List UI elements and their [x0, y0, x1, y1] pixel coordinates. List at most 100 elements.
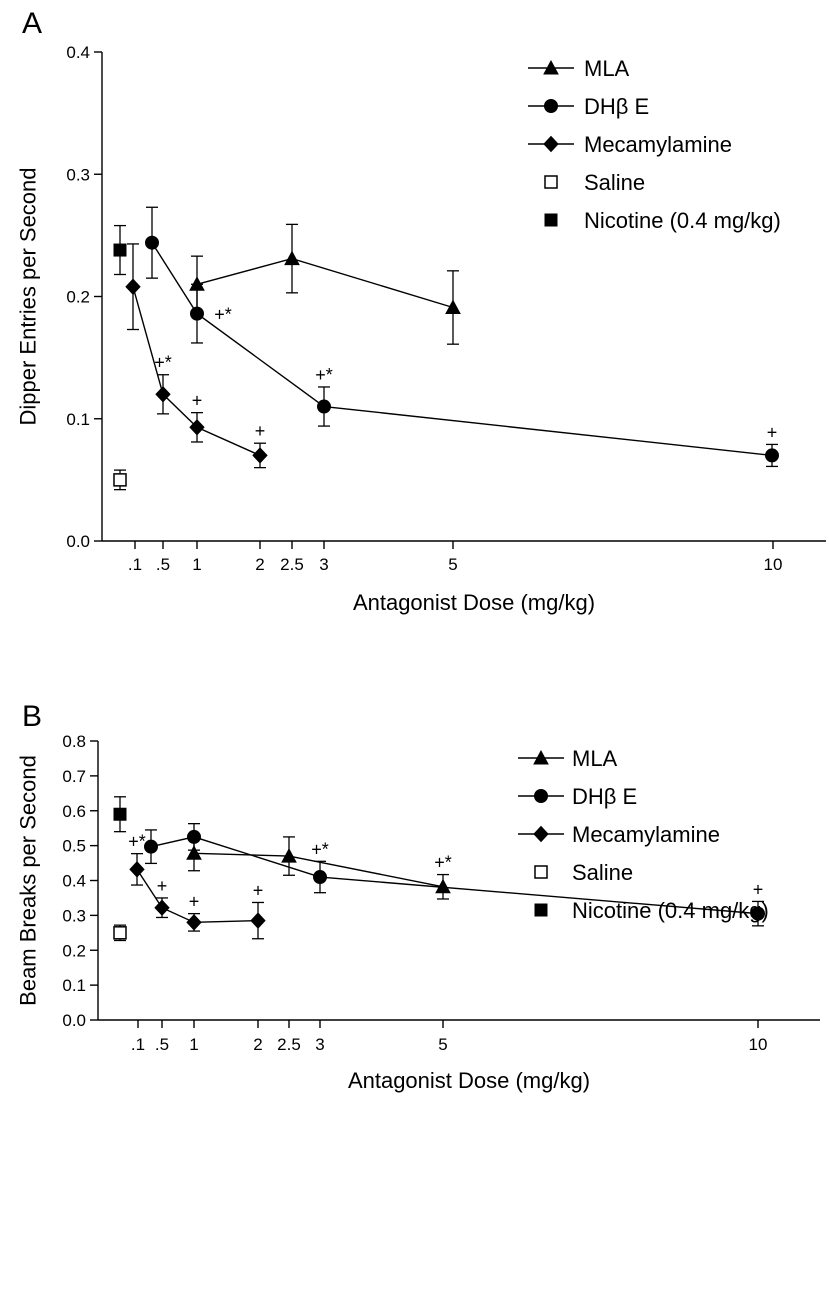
legend-label: DHβ E — [584, 94, 649, 119]
legend-label: Nicotine (0.4 mg/kg) — [572, 898, 769, 923]
data-point — [435, 878, 451, 894]
data-point — [317, 399, 331, 414]
data-point — [189, 419, 205, 436]
legend-label: Nicotine (0.4 mg/kg) — [584, 208, 781, 233]
significance-annotation: + — [767, 422, 778, 442]
y-tick-label: 0.8 — [62, 732, 86, 751]
significance-annotation: + — [192, 391, 203, 411]
data-point — [250, 912, 266, 929]
y-tick-label: 0.4 — [62, 872, 86, 891]
significance-annotation: + — [253, 880, 264, 900]
data-point — [144, 839, 158, 854]
series-circle — [145, 206, 779, 468]
chart-panel-a: A 0.0 0.1 0.2 0.3 0.4 .1 .5 1 2 2.5 3 5 10 Antagonist … — [16, 7, 826, 615]
data-point — [113, 926, 127, 940]
legend-marker — [544, 213, 558, 227]
x-tick-label: 2.5 — [277, 1035, 301, 1054]
y-axis-title: Beam Breaks per Second — [16, 755, 41, 1006]
x-tick-label: 10 — [749, 1035, 768, 1054]
data-point — [252, 447, 268, 464]
significance-annotation: +* — [154, 353, 172, 373]
legend-label: MLA — [572, 746, 618, 771]
data-point — [145, 235, 159, 250]
y-tick-label: 0.0 — [62, 1011, 86, 1030]
y-tick-label: 0.3 — [66, 165, 90, 184]
series-line — [150, 836, 759, 915]
data-point — [187, 829, 201, 844]
series-diamond — [129, 852, 266, 940]
legend-label: MLA — [584, 56, 630, 81]
x-tick-label: 1 — [192, 555, 201, 574]
x-tick-label: 10 — [764, 555, 783, 574]
chart-panel-b: B 0.0 0.1 0.2 0.3 0.4 0.5 0.6 0.7 0.8 .1 .5 1 2 2.5 3 5 1… — [16, 700, 820, 1093]
data-point — [313, 870, 327, 885]
significance-annotation: +* — [315, 365, 333, 385]
y-tick-label: 0.4 — [66, 43, 90, 62]
data-point — [129, 861, 145, 878]
legend-marker — [534, 789, 548, 803]
y-tick-label: 0.2 — [62, 941, 86, 960]
legend-marker — [534, 903, 548, 917]
y-tick-label: 0.0 — [66, 532, 90, 551]
series-triangle — [189, 223, 461, 345]
data-point — [751, 906, 765, 921]
significance-annotation: +* — [128, 832, 146, 852]
significance-annotation: + — [753, 879, 764, 899]
legend-marker — [544, 175, 558, 189]
y-tick-label: 0.1 — [62, 976, 86, 995]
x-tick-label: 2 — [255, 555, 264, 574]
significance-annotation: +* — [311, 839, 329, 859]
x-tick-label: 5 — [448, 555, 457, 574]
series-circle — [144, 823, 765, 927]
data-point — [284, 250, 300, 266]
x-axis-title: Antagonist Dose (mg/kg) — [348, 1068, 590, 1093]
legend-marker — [544, 99, 558, 113]
series-line — [132, 286, 261, 457]
data-point — [445, 299, 461, 315]
data-point — [113, 243, 127, 257]
data-point — [186, 914, 202, 931]
legend-marker — [534, 865, 548, 879]
legend-label: Saline — [584, 170, 645, 195]
series-line — [136, 868, 259, 924]
significance-annotation: + — [255, 421, 266, 441]
legend-marker — [543, 135, 559, 153]
panel-letter: A — [22, 7, 42, 40]
x-tick-label: 3 — [319, 555, 328, 574]
data-point — [125, 278, 141, 295]
y-tick-label: 0.1 — [66, 410, 90, 429]
series-line — [196, 257, 454, 309]
series-line — [151, 242, 773, 457]
legend-label: Mecamylamine — [584, 132, 732, 157]
series-open-square — [113, 469, 127, 491]
x-tick-label: .5 — [155, 1035, 169, 1054]
y-tick-label: 0.6 — [62, 802, 86, 821]
significance-annotation: + — [189, 892, 200, 912]
significance-annotation: + — [157, 876, 168, 896]
data-point — [765, 448, 779, 463]
data-point — [113, 473, 127, 487]
series-filled-square — [113, 224, 127, 276]
series-open-square — [113, 924, 127, 942]
x-tick-label: .1 — [131, 1035, 145, 1054]
series-filled-square — [113, 796, 127, 833]
significance-annotation: +* — [214, 305, 232, 325]
x-tick-label: 1 — [189, 1035, 198, 1054]
data-point — [155, 386, 171, 403]
data-point — [186, 845, 202, 860]
legend: MLA DHβ E Mecamylamine Saline Nicotine (0.4 … — [528, 56, 781, 233]
y-tick-label: 0.7 — [62, 767, 86, 786]
y-tick-label: 0.5 — [62, 837, 86, 856]
legend-marker — [533, 825, 549, 843]
data-point — [281, 848, 297, 863]
legend-marker — [543, 59, 559, 75]
x-tick-label: 2.5 — [280, 555, 304, 574]
data-point — [190, 306, 204, 321]
x-tick-label: 3 — [315, 1035, 324, 1054]
data-point — [113, 807, 127, 821]
legend-label: DHβ E — [572, 784, 637, 809]
legend: MLA DHβ E Mecamylamine Saline Nicotine (0.4 … — [518, 746, 769, 923]
series-diamond — [125, 243, 268, 469]
y-tick-label: 0.3 — [62, 906, 86, 925]
